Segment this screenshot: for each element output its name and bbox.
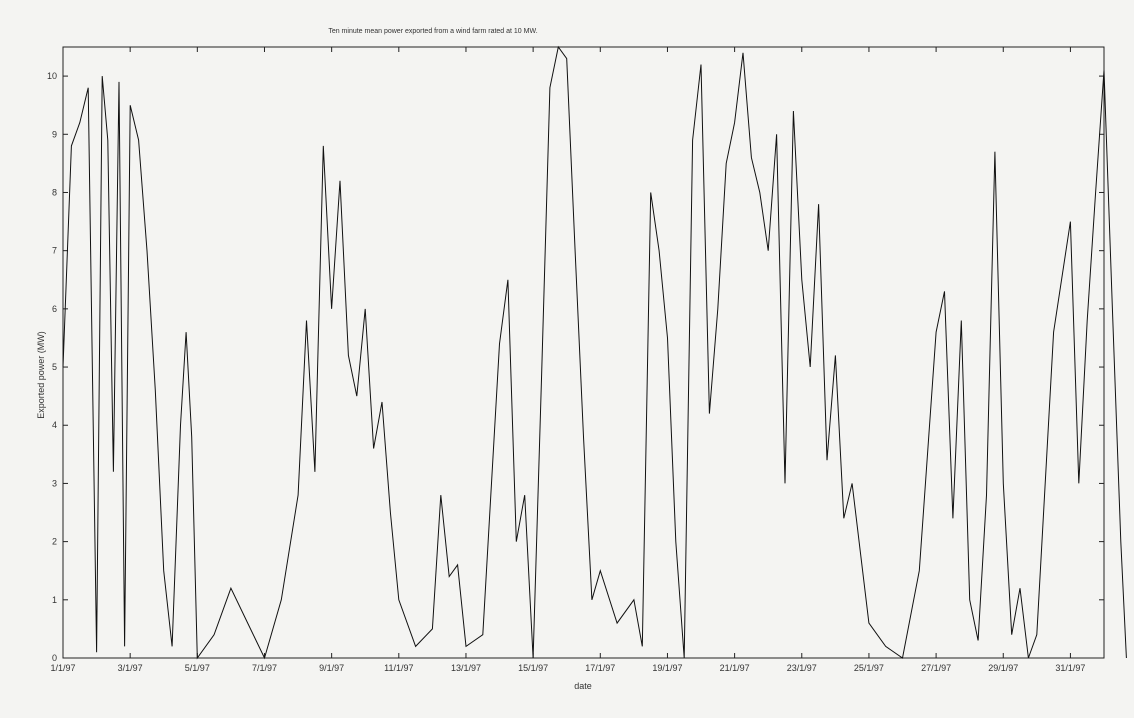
x-tick-label: 31/1/97 [1055,663,1085,673]
y-tick-label: 2 [52,537,57,547]
x-tick-label: 23/1/97 [787,663,817,673]
x-tick-label: 1/1/97 [50,663,75,673]
y-tick-label: 9 [52,129,57,139]
x-tick-label: 3/1/97 [118,663,143,673]
x-tick-label: 19/1/97 [652,663,682,673]
y-tick-label: 5 [52,362,57,372]
plot-frame [62,46,1105,659]
y-tick-label: 6 [52,304,57,314]
x-tick-label: 13/1/97 [451,663,481,673]
x-tick-label: 25/1/97 [854,663,884,673]
y-tick-label: 3 [52,478,57,488]
x-tick-label: 29/1/97 [988,663,1018,673]
y-tick-label: 0 [52,653,57,663]
y-tick-label: 4 [52,420,57,430]
x-tick-label: 15/1/97 [518,663,548,673]
x-axis-label: date [574,681,592,691]
x-tick-label: 5/1/97 [185,663,210,673]
y-tick-label: 10 [47,71,57,81]
x-tick-label: 27/1/97 [921,663,951,673]
y-tick-label: 7 [52,246,57,256]
x-tick-label: 7/1/97 [252,663,277,673]
x-tick-label: 17/1/97 [585,663,615,673]
x-tick-label: 9/1/97 [319,663,344,673]
y-tick-label: 1 [52,595,57,605]
y-axis: 0 1 2 3 4 5 6 7 8 9 10 [47,71,1104,663]
y-axis-label: Exported power (MW) [36,331,46,419]
x-tick-label: 21/1/97 [720,663,750,673]
x-tick-label: 11/1/97 [384,663,413,673]
chart-title: Ten minute mean power exported from a wi… [328,28,537,35]
y-tick-label: 8 [52,187,57,197]
x-axis: 1/1/97 3/1/97 5/1/97 7/1/97 9/1/97 11/1/97 13/… [50,47,1085,673]
series-line [62,45,1127,660]
